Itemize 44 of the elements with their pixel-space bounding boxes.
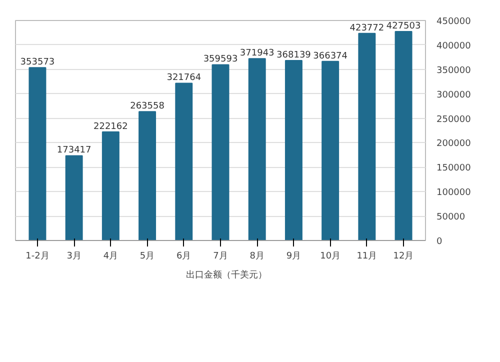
bar [394,31,412,240]
y-tick-label: 450000 [436,17,472,27]
data-label: 368139 [276,50,312,61]
x-tick-label: 6月 [176,252,192,262]
x-tick-label: 7月 [213,252,228,262]
data-label: 366374 [313,51,348,62]
data-label: 359593 [203,54,238,65]
data-label: 222162 [94,122,128,132]
x-tick-label: 8月 [250,252,264,262]
x-tick-label: 3月 [66,252,82,262]
data-label: 423772 [350,23,384,34]
y-tick-label: 300000 [436,90,472,100]
data-label: 321764 [166,73,202,84]
x-tick-label: 11月 [356,252,378,262]
data-label: 263558 [130,102,165,112]
x-tick-label: 1-2月 [26,252,50,262]
y-tick-label: 200000 [436,139,472,150]
y-tick-label: 150000 [436,164,472,174]
bar [358,32,376,240]
x-tick-label: 9月 [286,252,302,262]
data-label: 353573 [20,58,55,68]
bar [322,60,340,240]
bar [248,58,266,240]
x-tick-label: 4月 [103,252,118,262]
bar [102,131,120,240]
bar [284,60,302,240]
y-tick-label: 0 [436,237,442,247]
y-tick-label: 350000 [436,66,472,76]
data-label: 371943 [240,48,274,59]
y-tick-label: 400000 [436,41,472,52]
y-tick-label: 50000 [436,212,466,223]
x-tick-label: 12月 [393,252,414,262]
x-tick-label: 5月 [140,252,155,262]
bar [212,64,230,240]
text: 出口金额（千美元） [186,269,267,282]
data-label: 427503 [386,22,421,32]
bar [175,82,193,240]
bar [138,111,156,240]
x-tick-label: 10月 [320,252,341,262]
y-tick-label: 100000 [436,188,472,198]
bar [65,155,83,240]
y-tick-label: 250000 [436,114,472,125]
bar [28,67,46,240]
data-label: 173417 [56,146,92,156]
